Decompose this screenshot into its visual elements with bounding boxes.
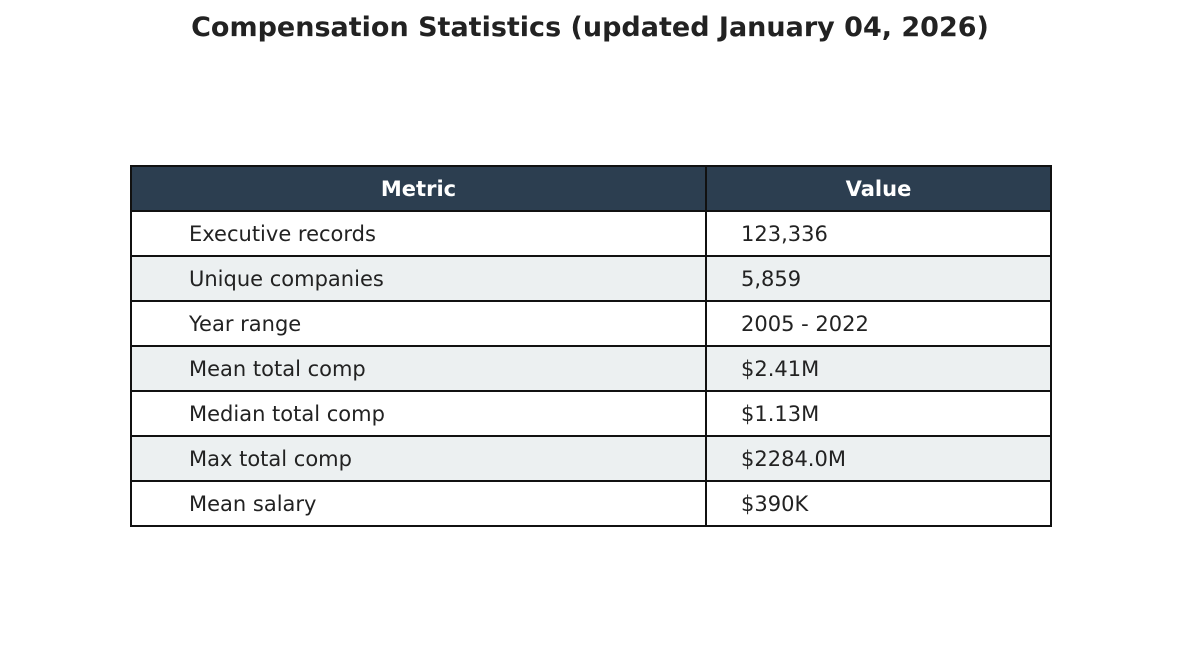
metric-cell: Mean salary: [130, 480, 707, 527]
statistics-table: Metric Value Executive records 123,336 U…: [130, 165, 1052, 527]
metric-cell: Year range: [130, 300, 707, 347]
table-row: Mean total comp $2.41M: [130, 345, 1052, 392]
value-cell: 5,859: [705, 255, 1052, 302]
value-cell: 123,336: [705, 210, 1052, 257]
table-row: Year range 2005 - 2022: [130, 300, 1052, 347]
value-cell: $2284.0M: [705, 435, 1052, 482]
table-row: Mean salary $390K: [130, 480, 1052, 527]
metric-cell: Mean total comp: [130, 345, 707, 392]
table-row: Max total comp $2284.0M: [130, 435, 1052, 482]
table-row: Executive records 123,336: [130, 210, 1052, 257]
metric-cell: Executive records: [130, 210, 707, 257]
value-cell: 2005 - 2022: [705, 300, 1052, 347]
table-title: Compensation Statistics (updated January…: [191, 12, 989, 43]
metric-cell: Max total comp: [130, 435, 707, 482]
value-cell: $2.41M: [705, 345, 1052, 392]
column-header-metric: Metric: [130, 165, 707, 212]
value-cell: $390K: [705, 480, 1052, 527]
header-row: Metric Value: [130, 165, 1052, 212]
table-row: Unique companies 5,859: [130, 255, 1052, 302]
column-header-value: Value: [705, 165, 1052, 212]
metric-cell: Median total comp: [130, 390, 707, 437]
metric-cell: Unique companies: [130, 255, 707, 302]
value-cell: $1.13M: [705, 390, 1052, 437]
table-row: Median total comp $1.13M: [130, 390, 1052, 437]
